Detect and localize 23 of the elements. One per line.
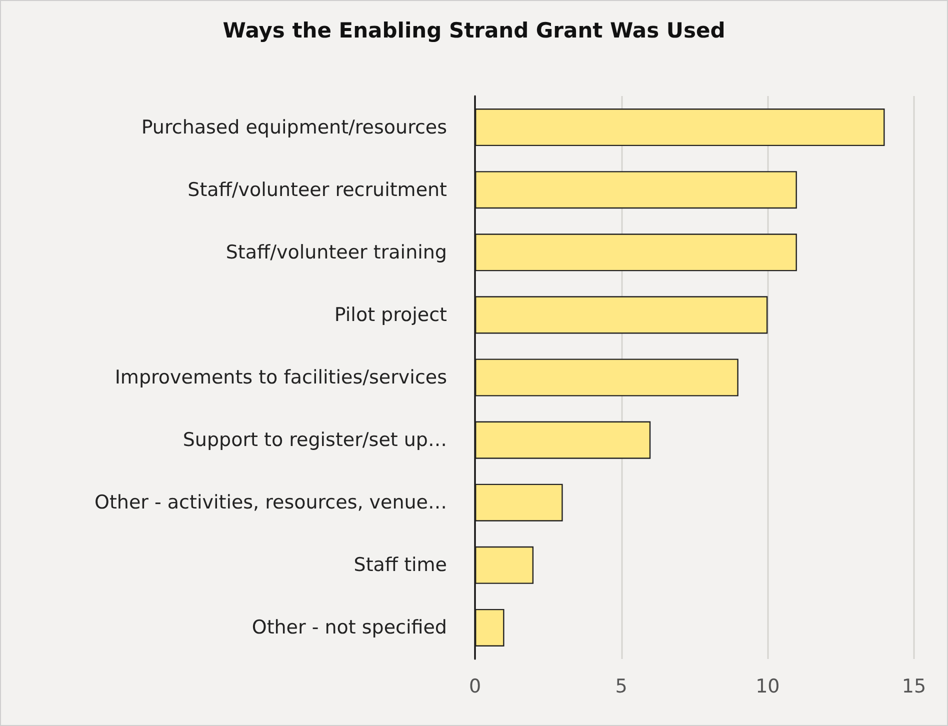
bar (475, 421, 651, 459)
y-tick-label: Pilot project (334, 304, 447, 326)
y-tick-label: Staff/volunteer training (226, 241, 447, 264)
y-tick-label: Staff/volunteer recruitment (188, 178, 447, 201)
bar (475, 108, 885, 146)
chart-title: Ways the Enabling Strand Grant Was Used (222, 18, 726, 42)
x-tick-label: 10 (756, 676, 780, 698)
bar (475, 484, 563, 522)
y-tick-label: Improvements to facilities/services (114, 366, 447, 388)
bar (475, 234, 797, 272)
y-tick-label: Purchased equipment/resources (141, 116, 447, 138)
bar (475, 546, 534, 584)
x-tick-label: 5 (615, 676, 628, 698)
bar (475, 171, 797, 209)
y-tick-label: Staff time (354, 554, 447, 576)
bar (475, 358, 738, 396)
y-tick-label: Other - activities, resources, venue… (94, 492, 447, 514)
y-tick-label: Support to register/set up… (182, 429, 447, 452)
x-tick-label: 0 (468, 676, 482, 698)
y-tick-label: Other - not specified (252, 616, 447, 639)
bar (475, 296, 768, 334)
x-tick-label: 15 (902, 676, 926, 698)
bar (475, 608, 504, 646)
